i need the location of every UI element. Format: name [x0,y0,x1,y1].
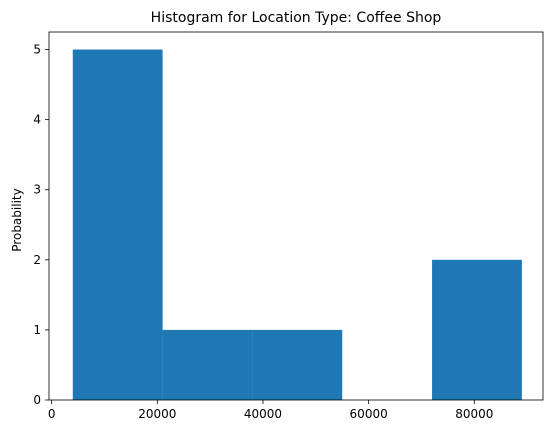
histogram-bar-1 [162,329,253,400]
y-axis-ticks: 0 1 2 3 4 5 [33,43,49,407]
x-tick-label: 60000 [350,407,388,421]
x-tick-label: 20000 [138,407,176,421]
y-axis-label: Probability [10,188,24,251]
plot-frame [48,31,544,401]
x-tick-label: 80000 [455,407,493,421]
histogram-bar-2 [252,329,343,400]
y-tick-label: 3 [33,183,41,197]
y-tick-label: 0 [33,393,41,407]
y-tick-label: 4 [33,113,41,127]
x-axis-ticks: 0 20000 40000 60000 80000 [48,400,493,421]
x-tick-label: 0 [48,407,56,421]
y-tick-label: 5 [33,43,41,57]
y-tick-label: 1 [33,323,41,337]
histogram-bar-4 [432,259,522,400]
x-tick-label: 40000 [244,407,282,421]
y-tick-label: 2 [33,253,41,267]
chart-title: Histogram for Location Type: Coffee Shop [151,10,442,26]
bars-group [72,49,522,401]
histogram-bar-0 [72,49,163,401]
